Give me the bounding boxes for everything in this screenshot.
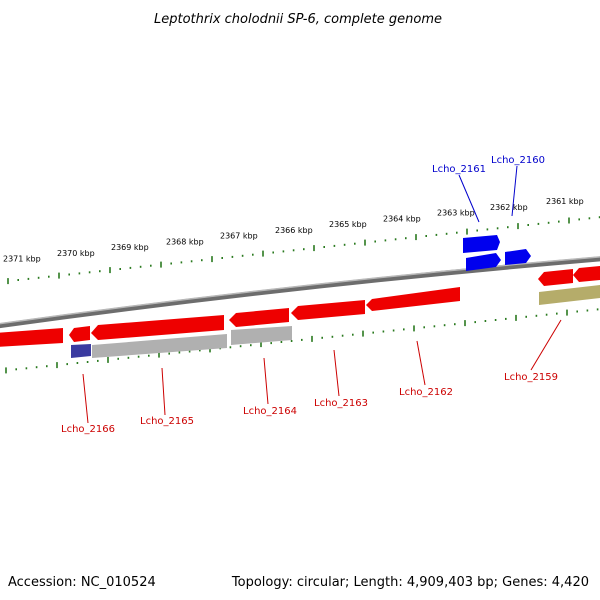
gene-label-lcho-2160[interactable]: Lcho_2160 xyxy=(491,155,545,166)
scale-label: 2362 kbp xyxy=(490,203,528,212)
leader-lcho-2161 xyxy=(458,174,480,223)
scale-label: 2361 kbp xyxy=(546,197,584,206)
scale-label: 2370 kbp xyxy=(57,249,95,258)
gene-label-lcho-2164[interactable]: Lcho_2164 xyxy=(243,406,297,417)
gene-lcho-2165-pseudo[interactable] xyxy=(92,334,227,358)
leader-lcho-2160 xyxy=(511,165,518,217)
leader-lcho-2166 xyxy=(82,373,89,424)
scale-label: 2368 kbp xyxy=(166,237,204,246)
gene-lcho-2158-feature[interactable] xyxy=(573,266,600,282)
genome-backbone-highlight xyxy=(0,256,600,325)
leader-lcho-2164 xyxy=(263,357,269,405)
gene-lcho-2163-feature[interactable] xyxy=(291,300,365,320)
scale-label: 2371 kbp xyxy=(3,255,41,264)
scale-label: 2366 kbp xyxy=(275,226,313,235)
label-leaders xyxy=(82,165,562,424)
gene-lcho-2161-segment[interactable] xyxy=(466,253,501,271)
gene-lcho-2164-pseudo[interactable] xyxy=(231,326,292,345)
gene-label-lcho-2161[interactable]: Lcho_2161 xyxy=(432,164,486,175)
scale-label: 2369 kbp xyxy=(111,243,149,252)
gene-label-lcho-2165[interactable]: Lcho_2165 xyxy=(140,416,194,427)
genome-backbone xyxy=(0,256,600,329)
scale-label: 2364 kbp xyxy=(383,214,421,223)
gene-lcho-2166-pseudo[interactable] xyxy=(71,344,91,358)
gene-label-lcho-2166[interactable]: Lcho_2166 xyxy=(61,424,115,435)
leader-lcho-2163 xyxy=(333,349,340,397)
scale-ticks-lower xyxy=(5,308,599,374)
gene-lcho-2167-feature[interactable] xyxy=(0,328,63,347)
gene-label-lcho-2162[interactable]: Lcho_2162 xyxy=(399,387,453,398)
forward-genes xyxy=(463,235,531,271)
leader-lcho-2159 xyxy=(530,319,562,371)
leader-lcho-2162 xyxy=(416,340,426,386)
gene-lcho-2159-pseudo[interactable] xyxy=(539,285,600,305)
gene-lcho-2161-feature[interactable] xyxy=(463,235,500,253)
reverse-genes xyxy=(0,266,600,358)
gene-label-lcho-2159[interactable]: Lcho_2159 xyxy=(504,372,558,383)
accession-text: Accession: NC_010524 xyxy=(8,575,156,590)
gene-lcho-2162-feature[interactable] xyxy=(366,287,460,311)
gene-label-lcho-2163[interactable]: Lcho_2163 xyxy=(314,398,368,409)
gene-lcho-2165-feature[interactable] xyxy=(91,315,224,340)
gene-lcho-2159-feature[interactable] xyxy=(538,269,573,286)
gene-labels: Lcho_2161 Lcho_2160 Lcho_2166 Lcho_2165 … xyxy=(61,155,558,435)
scale-label: 2367 kbp xyxy=(220,232,258,241)
scale-labels: 2371 kbp 2370 kbp 2369 kbp 2368 kbp 2367 kbp… xyxy=(3,197,584,264)
scale-label: 2365 kbp xyxy=(329,220,367,229)
leader-lcho-2165 xyxy=(161,367,166,416)
map-title: Leptothrix cholodnii SP-6, complete geno… xyxy=(154,12,442,27)
gene-lcho-2160-feature[interactable] xyxy=(505,249,531,265)
scale-label: 2363 kbp xyxy=(437,209,475,218)
gene-lcho-2166-feature[interactable] xyxy=(69,326,90,342)
gene-lcho-2164-feature[interactable] xyxy=(229,308,289,327)
genome-summary-text: Topology: circular; Length: 4,909,403 bp… xyxy=(231,575,589,590)
